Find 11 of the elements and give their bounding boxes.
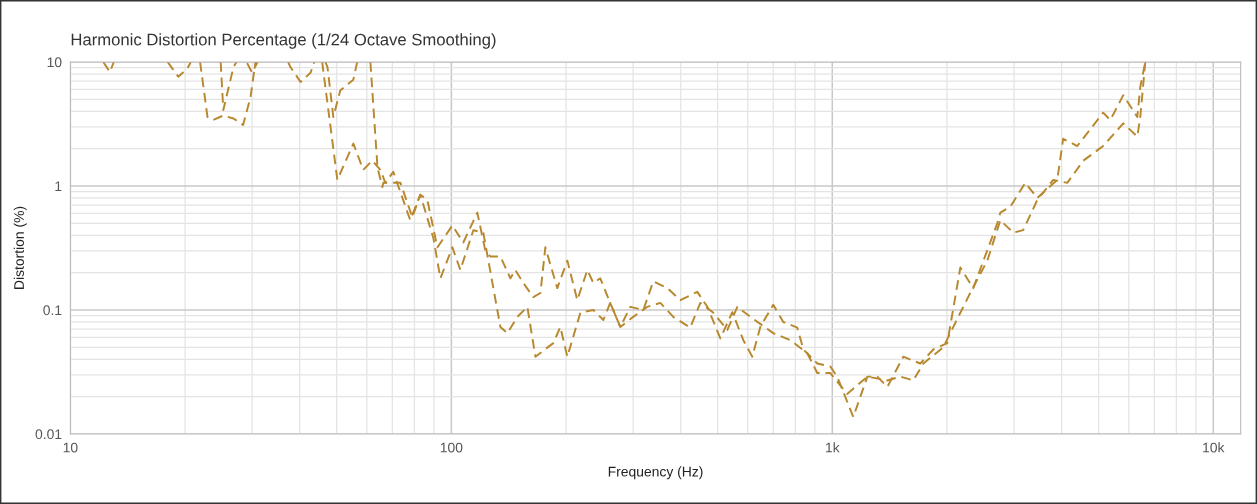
- chart-title: Harmonic Distortion Percentage (1/24 Octave Smoothing): [71, 33, 496, 49]
- x-tick-label: 10: [63, 442, 78, 453]
- y-tick-label: 0.01: [35, 429, 62, 440]
- x-tick-label: 10k: [1203, 442, 1225, 453]
- y-tick-label: 10: [47, 57, 62, 68]
- x-tick-label: 1k: [826, 442, 840, 453]
- y-axis-title: Distortion (%): [13, 206, 27, 289]
- y-tick-label: 0.1: [43, 305, 62, 316]
- x-axis-title: Frequency (Hz): [608, 466, 703, 480]
- y-tick-label: 1: [55, 181, 62, 192]
- x-tick-label: 100: [440, 442, 463, 453]
